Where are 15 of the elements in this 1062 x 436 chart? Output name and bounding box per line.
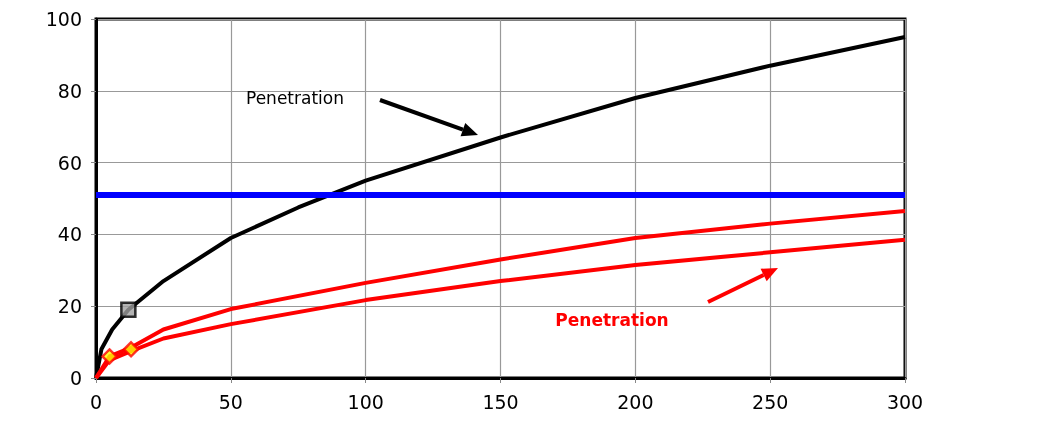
x-tick-label: 50 [218, 390, 243, 413]
x-tick-label: 150 [482, 390, 519, 413]
x-tick-label: 200 [617, 390, 654, 413]
y-tick-label: 0 [69, 367, 82, 389]
x-tick-label: 0 [89, 390, 103, 413]
y-tick-label: 40 [57, 223, 82, 246]
y-tick-label: 60 [57, 151, 82, 174]
y-tick-label: 100 [45, 8, 82, 30]
x-tick-label: 250 [752, 390, 789, 413]
y-tick-label: 80 [57, 79, 82, 102]
x-tick-label: 300 [886, 390, 924, 413]
annotation: Penetration [246, 88, 344, 108]
annotation: Penetration [555, 310, 669, 330]
x-tick-label: 100 [347, 390, 384, 413]
y-tick-label: 20 [57, 295, 82, 318]
